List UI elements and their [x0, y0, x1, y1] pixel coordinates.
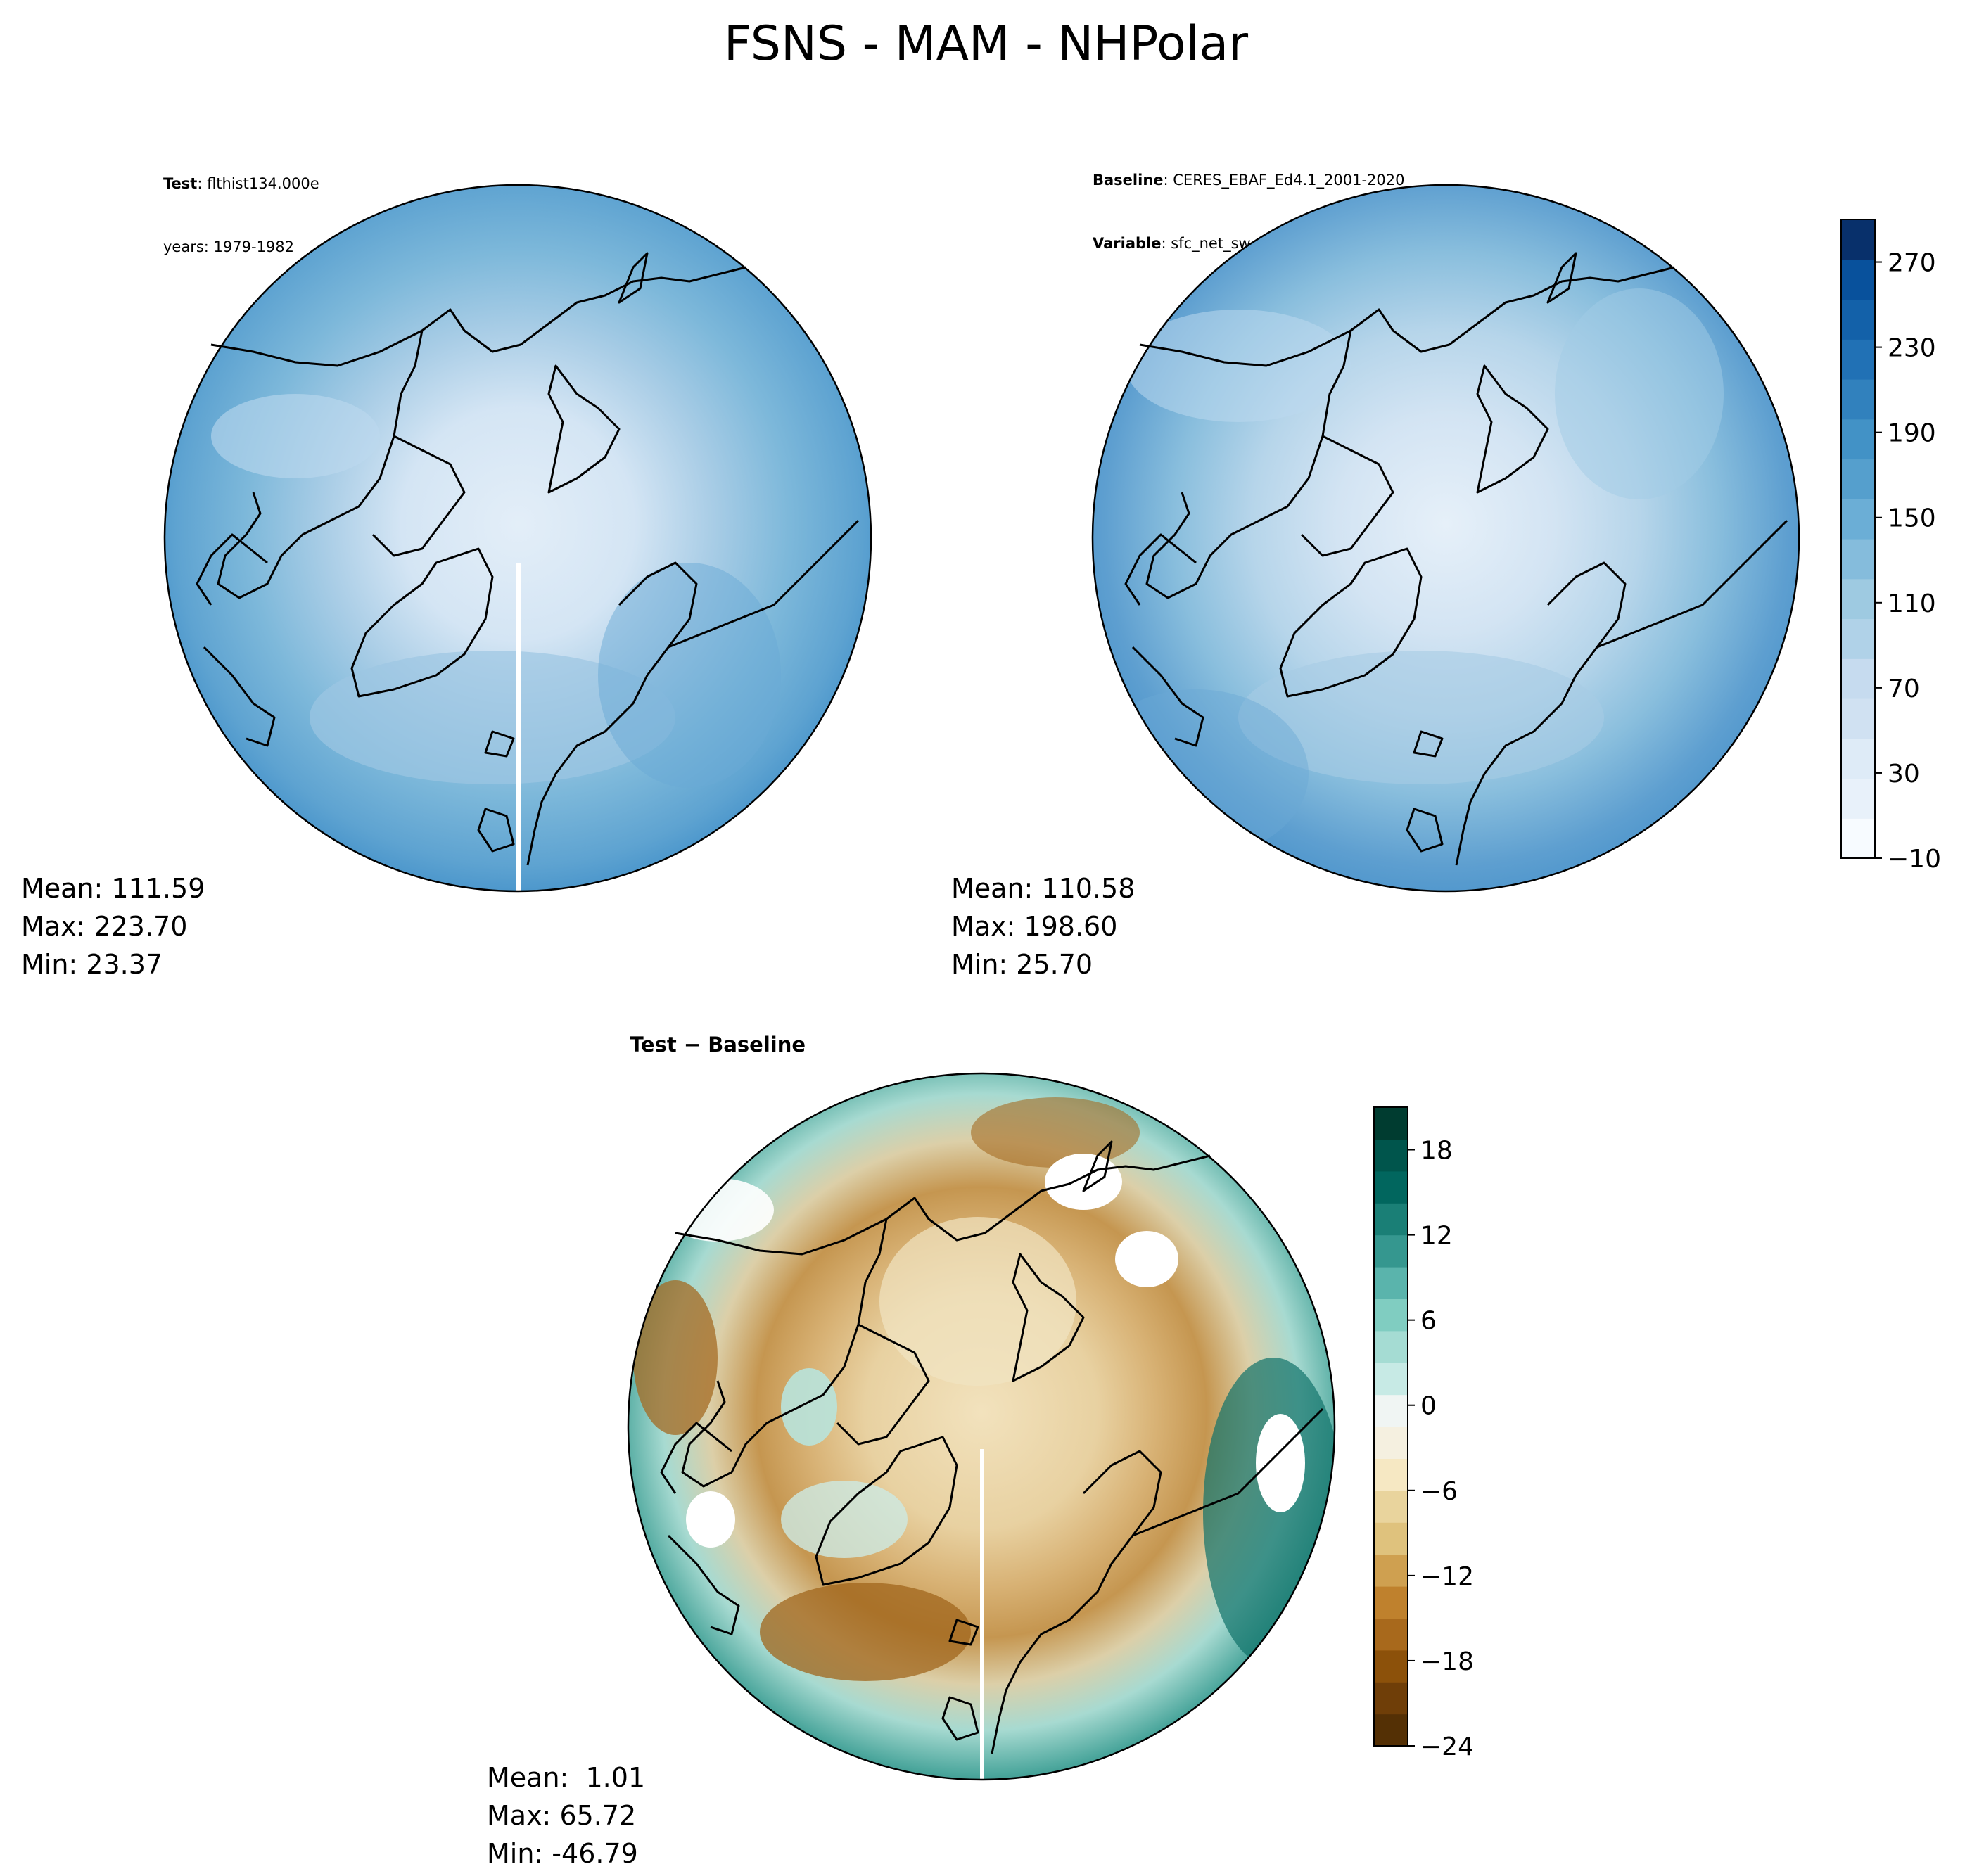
- cbar-main-tick-label: −10: [1888, 845, 1941, 874]
- test-map-shading: [211, 394, 781, 891]
- baseline-map-border: [1091, 184, 1800, 893]
- cbar-main-swatch: [1841, 698, 1875, 739]
- cbar-main-swatch: [1841, 339, 1875, 380]
- cbar-diff-swatch: [1374, 1330, 1408, 1363]
- cbar-diff-swatch: [1374, 1490, 1408, 1523]
- diff-mean: Mean: 1.01: [487, 1762, 646, 1793]
- cbar-diff-swatch: [1374, 1682, 1408, 1715]
- cbar-main-swatch: [1841, 738, 1875, 779]
- cbar-main-swatch: [1841, 818, 1875, 859]
- baseline-map: [1091, 184, 1800, 893]
- diff-min: Min: -46.79: [487, 1838, 638, 1869]
- test-case-name: : flthist134.000e: [197, 175, 319, 192]
- baseline-coastlines: [1124, 252, 1788, 866]
- cbar-main-swatch: [1841, 419, 1875, 460]
- cbar-main-swatch: [1841, 539, 1875, 580]
- cbar-main-tick-label: 190: [1888, 419, 1936, 448]
- cbar-diff-swatch: [1374, 1107, 1408, 1140]
- cbar-main-swatch: [1841, 219, 1875, 260]
- baseline-header: Baseline: CERES_EBAF_Ed4.1_2001-2020 Var…: [1093, 127, 1404, 275]
- baseline-mean: Mean: 110.58: [951, 873, 1136, 904]
- cbar-diff-swatch: [1374, 1234, 1408, 1268]
- figure-title: FSNS - MAM - NHPolar: [723, 16, 1249, 72]
- diff-coastlines: [660, 1140, 1324, 1754]
- cbar-diff-swatch: [1374, 1554, 1408, 1587]
- test-years: years: 1979-1982: [163, 238, 295, 255]
- cbar-main-tick-label: 110: [1888, 589, 1936, 618]
- cbar-diff-frame: [1373, 1106, 1408, 1747]
- diff-map-shading: [633, 1097, 1335, 1780]
- cbar-main-swatch: [1841, 379, 1875, 420]
- cbar-diff-swatch: [1374, 1363, 1408, 1396]
- cbar-diff-swatch: [1374, 1458, 1408, 1491]
- cbar-main-swatch: [1841, 658, 1875, 699]
- test-max: Max: 223.70: [21, 911, 188, 942]
- baseline-max: Max: 198.60: [951, 911, 1118, 942]
- diff-map-border: [627, 1072, 1336, 1781]
- colorbar-main: −10 30 70 110 150 190 230 270: [1840, 219, 1941, 874]
- cbar-main-swatch: [1841, 259, 1875, 300]
- cbar-diff-tick-label: 6: [1420, 1307, 1437, 1336]
- cbar-diff-swatch: [1374, 1394, 1408, 1427]
- cbar-diff-swatch: [1374, 1203, 1408, 1236]
- baseline-stats: Mean: 110.58 Max: 198.60 Min: 25.70: [951, 869, 1135, 983]
- test-map-border: [163, 184, 872, 893]
- cbar-diff-swatch: [1374, 1427, 1408, 1459]
- cbar-diff-swatch: [1374, 1650, 1408, 1683]
- cbar-main-swatch: [1841, 299, 1875, 340]
- cbar-diff-swatch: [1374, 1139, 1408, 1172]
- test-mean: Mean: 111.59: [21, 873, 205, 904]
- cbar-main-swatch: [1841, 578, 1875, 620]
- diff-stats: Mean: 1.01 Max: 65.72 Min: -46.79: [487, 1759, 645, 1872]
- cbar-diff-swatch: [1374, 1522, 1408, 1555]
- cbar-main-tick-label: 70: [1888, 675, 1920, 703]
- cbar-diff-tick-label: 12: [1420, 1222, 1453, 1251]
- cbar-main-frame: [1840, 219, 1876, 859]
- cbar-diff-swatch: [1374, 1267, 1408, 1299]
- diff-map: [627, 1072, 1336, 1781]
- test-stats: Mean: 111.59 Max: 223.70 Min: 23.37: [21, 869, 205, 983]
- cbar-diff-tick-label: 18: [1420, 1137, 1453, 1166]
- cbar-main-tick-label: 230: [1888, 334, 1936, 363]
- cbar-diff-swatch: [1374, 1714, 1408, 1747]
- cbar-main-swatch: [1841, 778, 1875, 819]
- baseline-min: Min: 25.70: [951, 949, 1093, 980]
- cbar-diff-tick-label: −6: [1420, 1477, 1458, 1506]
- cbar-diff-swatch: [1374, 1618, 1408, 1651]
- test-label: Test: [163, 175, 198, 192]
- cbar-diff-swatch: [1374, 1586, 1408, 1619]
- diff-max: Max: 65.72: [487, 1800, 637, 1831]
- test-min: Min: 23.37: [21, 949, 163, 980]
- cbar-main-swatch: [1841, 618, 1875, 659]
- cbar-diff-swatch: [1374, 1170, 1408, 1204]
- cbar-main-tick-label: 150: [1888, 504, 1936, 533]
- cbar-main-swatch: [1841, 459, 1875, 499]
- baseline-dataset: : CERES_EBAF_Ed4.1_2001-2020: [1163, 172, 1405, 189]
- diff-title: Test − Baseline: [630, 1033, 806, 1057]
- cbar-main-tick-label: 270: [1888, 249, 1936, 278]
- test-header: Test: flthist134.000e years: 1979-1982: [163, 131, 319, 279]
- cbar-diff-tick-label: −12: [1420, 1562, 1474, 1591]
- variable-label: Variable: [1093, 235, 1162, 252]
- cbar-main-swatch: [1841, 499, 1875, 540]
- cbar-main-tick-label: 30: [1888, 760, 1920, 789]
- cbar-diff-swatch: [1374, 1298, 1408, 1332]
- test-map: [163, 184, 872, 893]
- colorbar-diff: −24 −18 −12 −6 0 6 12 18: [1373, 1106, 1474, 1761]
- cbar-diff-tick-label: −18: [1420, 1647, 1474, 1676]
- cbar-diff-tick-label: 0: [1420, 1392, 1437, 1421]
- test-coastlines: [196, 252, 860, 866]
- cbar-diff-tick-label: −24: [1420, 1733, 1474, 1761]
- baseline-label: Baseline: [1093, 172, 1164, 189]
